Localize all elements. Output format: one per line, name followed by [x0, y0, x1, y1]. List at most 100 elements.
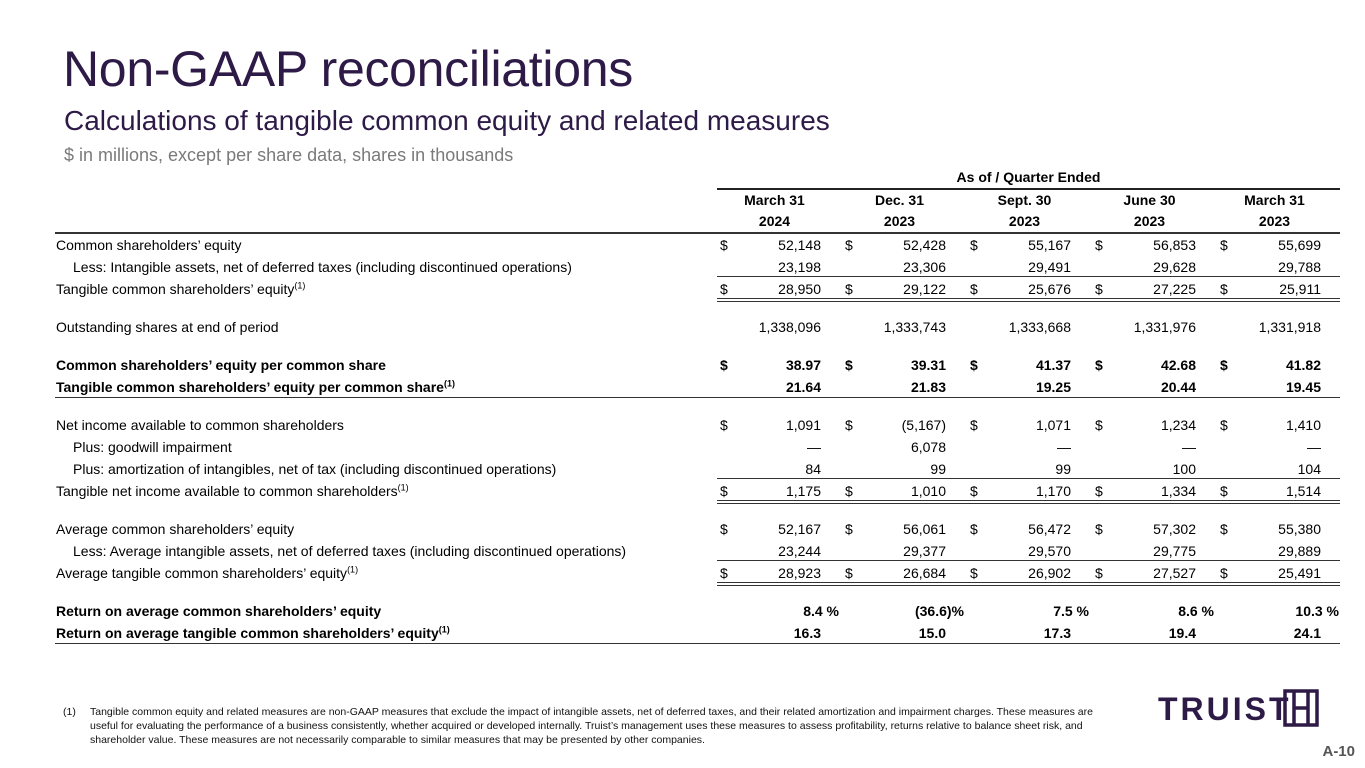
value-cell: $57,302: [1092, 518, 1217, 540]
cell-value: 21.83: [910, 379, 946, 395]
value-cell: $1,410: [1217, 414, 1342, 436]
value-cell: $38.97: [717, 354, 842, 376]
table-row: Tangible net income available to common …: [55, 480, 1365, 504]
currency-symbol: $: [970, 417, 978, 433]
truist-logo: TRUIST: [1158, 689, 1319, 727]
row-label-text: Outstanding shares at end of period: [56, 319, 279, 335]
cell-value: 39.31: [910, 357, 946, 373]
cell-value: 6,078: [910, 439, 946, 455]
cell-value: 15.0: [918, 625, 946, 641]
column-header-year: 2023: [883, 213, 916, 229]
value-cell: 6,078: [842, 436, 967, 458]
value-cell: $56,061: [842, 518, 967, 540]
column-header-month: March 31: [744, 192, 805, 208]
row-label: Plus: goodwill impairment: [73, 436, 232, 458]
cell-value: 104: [1297, 461, 1321, 477]
column-header-year: 2024: [758, 213, 791, 229]
row-label: Net income available to common sharehold…: [56, 414, 344, 436]
cell-value: 23,198: [778, 259, 821, 275]
row-rule: [55, 643, 1340, 644]
currency-symbol: $: [970, 281, 978, 297]
value-cell: 8.6 %: [1092, 600, 1217, 622]
row-rule: [717, 500, 1340, 504]
currency-symbol: $: [1220, 521, 1228, 537]
row-label: Tangible net income available to common …: [56, 480, 409, 502]
cell-value: 29,889: [1278, 543, 1321, 559]
row-label-text: Less: Intangible assets, net of deferred…: [73, 259, 572, 275]
cell-value: 28,950: [778, 281, 821, 297]
row-label-text: Tangible common shareholders’ equity per…: [56, 379, 444, 395]
cell-value: 55,699: [1278, 237, 1321, 253]
value-cell: 29,491: [967, 256, 1092, 278]
value-cell: 1,331,976: [1092, 316, 1217, 338]
value-cell: 19.4: [1092, 622, 1217, 644]
page-number: A-10: [1322, 743, 1355, 760]
cell-value: 25,911: [1279, 281, 1321, 297]
row-label: Tangible common shareholders’ equity per…: [56, 376, 455, 398]
cell-value: (36.6)%: [914, 603, 964, 619]
value-cell: $28,923: [717, 562, 842, 584]
row-label: Return on average common shareholders’ e…: [56, 600, 381, 622]
cell-value: —: [807, 439, 821, 455]
value-cell: $55,167: [967, 234, 1092, 256]
value-cell: —: [1092, 436, 1217, 458]
cell-value: 8.6 %: [1178, 603, 1214, 619]
cell-value: 25,491: [1278, 565, 1321, 581]
cell-value: 56,472: [1028, 521, 1071, 537]
currency-symbol: $: [1095, 521, 1103, 537]
value-cell: $29,122: [842, 278, 967, 300]
row-rule: [717, 276, 1340, 277]
value-cell: 99: [967, 458, 1092, 480]
cell-value: 1,338,096: [758, 319, 821, 335]
cell-value: 1,334: [1160, 483, 1196, 499]
currency-symbol: $: [1220, 417, 1228, 433]
value-cell: $41.37: [967, 354, 1092, 376]
value-cell: $56,853: [1092, 234, 1217, 256]
table-row: Average common shareholders’ equity $52,1…: [55, 518, 1365, 540]
cell-value: 23,244: [778, 543, 821, 559]
cell-value: 84: [805, 461, 821, 477]
table-row: Return on average tangible common shareh…: [55, 622, 1365, 644]
value-cell: 29,788: [1217, 256, 1342, 278]
column-header-year: 2023: [1133, 213, 1166, 229]
cell-value: 17.3: [1043, 625, 1071, 641]
currency-symbol: $: [970, 483, 978, 499]
cell-value: 28,923: [778, 565, 821, 581]
footnote-text: Tangible common equity and related measu…: [90, 706, 1093, 746]
row-label: Less: Average intangible assets, net of …: [73, 540, 626, 562]
table-row: Return on average common shareholders’ e…: [55, 600, 1365, 622]
row-label: Common shareholders’ equity per common s…: [56, 354, 386, 376]
cell-value: 20.44: [1160, 379, 1196, 395]
value-cell: $1,234: [1092, 414, 1217, 436]
value-cell: $1,175: [717, 480, 842, 502]
row-label-text: Net income available to common sharehold…: [56, 417, 344, 433]
cell-value: 29,491: [1028, 259, 1071, 275]
cell-value: 8.4 %: [803, 603, 839, 619]
cell-value: 57,302: [1153, 521, 1196, 537]
currency-symbol: $: [1095, 483, 1103, 499]
page-title: Non-GAAP reconciliations: [63, 41, 633, 97]
value-cell: $ (5,167): [842, 414, 967, 436]
row-label-text: Common shareholders’ equity per common s…: [56, 357, 386, 373]
row-label: Plus: amortization of intangibles, net o…: [73, 458, 556, 480]
cell-value: 29,628: [1153, 259, 1196, 275]
value-cell: 1,333,668: [967, 316, 1092, 338]
value-cell: 1,333,743: [842, 316, 967, 338]
row-label: Tangible common shareholders’ equity(1): [56, 278, 305, 300]
value-cell: —: [717, 436, 842, 458]
value-cell: $55,699: [1217, 234, 1342, 256]
table-row: Plus: goodwill impairment — 6,078 — — —: [55, 436, 1365, 458]
table-row: Less: Average intangible assets, net of …: [55, 540, 1365, 562]
cell-value: 1,331,976: [1133, 319, 1196, 335]
cell-value: 99: [930, 461, 946, 477]
value-cell: 21.64: [717, 376, 842, 398]
cell-value: 41.37: [1035, 357, 1071, 373]
value-cell: $28,950: [717, 278, 842, 300]
value-cell: 23,198: [717, 256, 842, 278]
value-cell: $1,071: [967, 414, 1092, 436]
value-cell: 17.3: [967, 622, 1092, 644]
row-label-text: Tangible net income available to common …: [56, 483, 398, 499]
cell-value: 99: [1055, 461, 1071, 477]
cell-value: 29,775: [1153, 543, 1196, 559]
row-rule: [55, 397, 1340, 398]
